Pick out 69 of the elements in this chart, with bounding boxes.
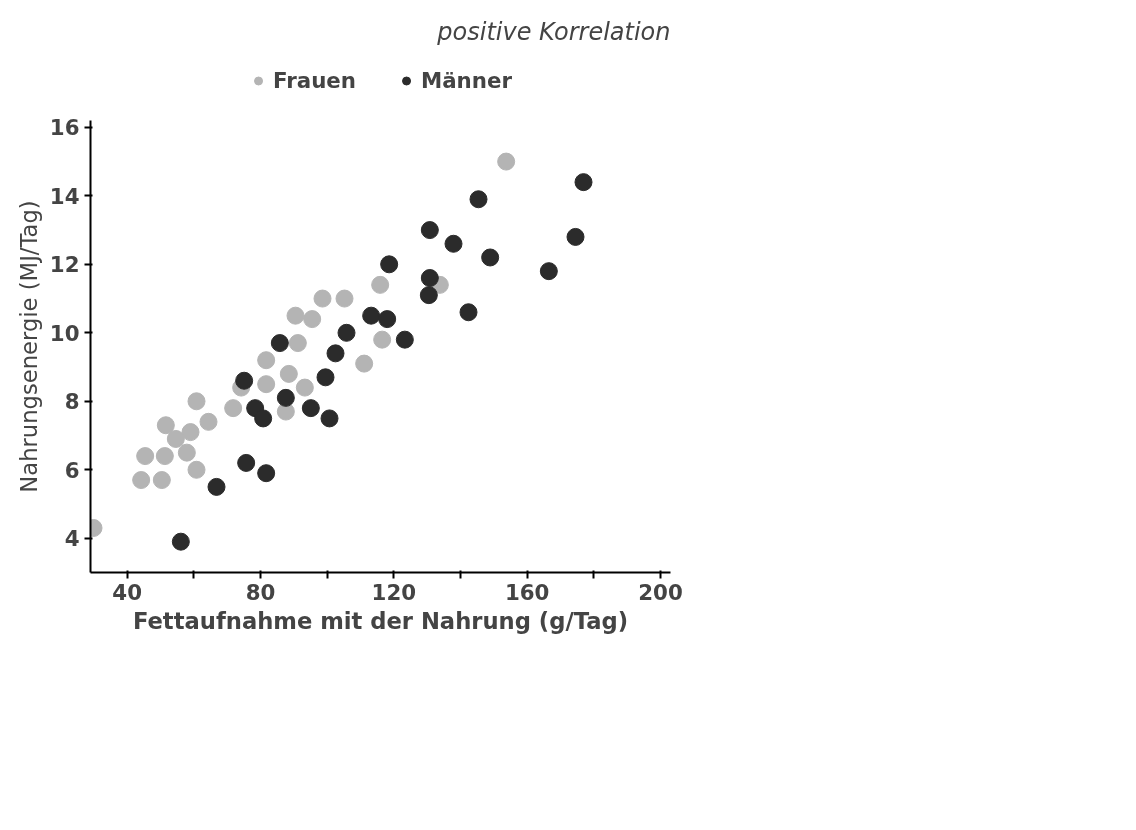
- point: [224, 399, 243, 418]
- point: [371, 275, 390, 294]
- point: [420, 221, 439, 240]
- point: [257, 375, 276, 394]
- point: [171, 532, 190, 551]
- point: [254, 409, 273, 428]
- point: [481, 248, 500, 267]
- point: [539, 262, 558, 281]
- x-tick-label: 120: [371, 579, 417, 605]
- y-tick-label: 14: [49, 183, 80, 209]
- point: [152, 471, 171, 490]
- point: [566, 227, 585, 246]
- point: [469, 190, 488, 209]
- point: [419, 286, 438, 305]
- y-axis-title: Nahrungsenergie (MJ/Tag): [15, 200, 42, 493]
- point: [132, 471, 151, 490]
- point: [237, 453, 256, 472]
- x-tick-label: 200: [638, 579, 683, 605]
- point: [320, 409, 339, 428]
- y-tick-label: 16: [49, 115, 80, 141]
- point: [380, 255, 399, 274]
- point: [199, 412, 218, 431]
- point: [444, 234, 463, 253]
- point: [177, 443, 196, 462]
- point: [166, 429, 185, 448]
- point: [378, 310, 397, 329]
- x-tick-label: 160: [504, 579, 550, 605]
- point: [155, 447, 174, 466]
- point: [276, 388, 295, 407]
- point: [313, 289, 332, 308]
- y-tick-label: 4: [64, 526, 80, 552]
- y-tick-label: 12: [49, 252, 80, 278]
- point: [301, 399, 320, 418]
- point: [362, 306, 381, 325]
- point: [316, 368, 335, 387]
- point: [257, 351, 276, 370]
- point: [459, 303, 478, 322]
- point: [303, 310, 322, 329]
- point: [337, 323, 356, 342]
- point: [335, 289, 354, 308]
- y-tick-label: 6: [64, 457, 80, 483]
- point: [187, 460, 206, 479]
- point: [257, 464, 276, 483]
- point: [136, 447, 155, 466]
- point: [286, 306, 305, 325]
- text: positive Korrelation: [436, 17, 671, 46]
- point: [235, 371, 254, 390]
- point: [395, 330, 414, 349]
- point: [279, 364, 298, 383]
- y-tick-label: 8: [64, 389, 80, 415]
- point: [373, 330, 392, 349]
- point: [295, 378, 314, 397]
- point: [187, 392, 206, 411]
- legend-label: Männer: [420, 67, 512, 93]
- point: [270, 334, 289, 353]
- point: [181, 423, 200, 442]
- legend-label: Frauen: [273, 67, 356, 93]
- y-tick-label: 10: [49, 320, 80, 346]
- point: [355, 354, 374, 373]
- point: [156, 416, 175, 435]
- point: [420, 269, 439, 287]
- point: [288, 334, 307, 353]
- point: [497, 152, 516, 171]
- x-tick-label: 80: [245, 579, 276, 605]
- x-tick-label: 40: [112, 579, 143, 605]
- point: [574, 173, 593, 192]
- x-axis-title: Fettaufnahme mit der Nahrung (g/Tag): [132, 607, 629, 634]
- point: [207, 477, 226, 496]
- point: [326, 344, 345, 363]
